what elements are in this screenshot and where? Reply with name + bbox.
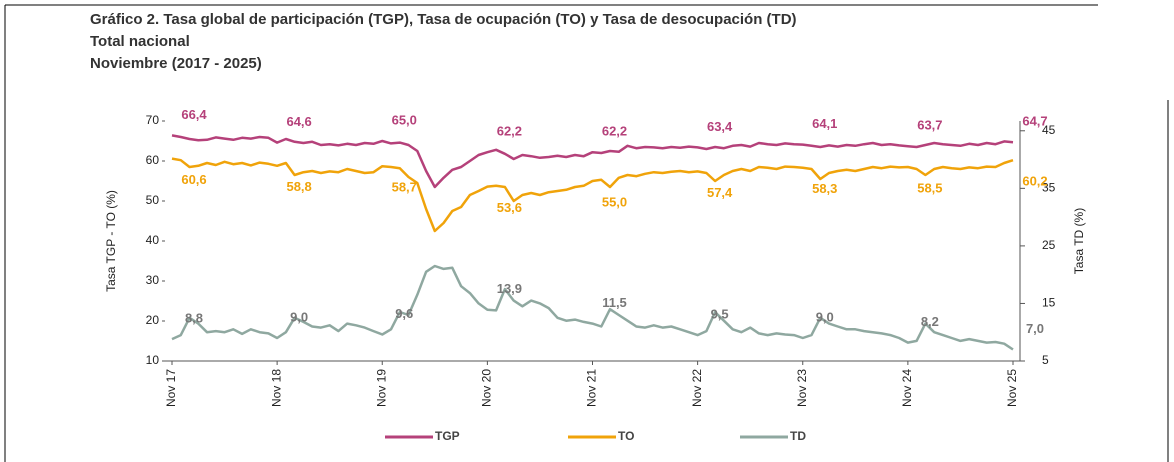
chart-subtitle: Noviembre (2017 - 2025) — [90, 55, 262, 72]
x-tick-label: Nov 24 — [900, 369, 914, 407]
y-tick-label: 40 — [146, 233, 160, 247]
x-tick-label: Nov 17 — [164, 369, 178, 407]
y-tick-label: 60 — [146, 153, 160, 167]
data-label: 9,0 — [816, 309, 834, 324]
y-tick-label: 20 — [146, 313, 160, 327]
series-line — [171, 134, 1014, 189]
y2-tick-label: 25 — [1042, 238, 1056, 252]
x-tick-label: Nov 21 — [585, 369, 599, 407]
y2-tick-label: 5 — [1042, 353, 1049, 367]
y2-tick-label: 35 — [1042, 181, 1056, 195]
data-label: 60,2 — [1022, 174, 1047, 189]
data-label: 64,1 — [812, 116, 837, 131]
x-tick-label: Nov 23 — [795, 369, 809, 407]
x-tick-label: Nov 18 — [269, 369, 283, 407]
data-label: 11,5 — [602, 295, 627, 310]
data-label: 58,5 — [917, 180, 942, 195]
data-label: 64,6 — [286, 114, 311, 129]
data-label: 53,6 — [497, 200, 522, 215]
data-label: 66,4 — [181, 107, 207, 122]
chart-title: Gráfico 2. Tasa global de participación … — [90, 11, 797, 28]
series-line — [171, 157, 1014, 233]
data-label: 55,0 — [602, 194, 627, 209]
x-tick-label: Nov 22 — [690, 369, 704, 407]
data-label: 58,3 — [812, 181, 837, 196]
y-tick-label: 10 — [146, 353, 160, 367]
legend-label: TO — [618, 429, 634, 443]
x-tick-label: Nov 20 — [480, 369, 494, 407]
data-label: 9,0 — [290, 309, 308, 324]
x-tick-label: Nov 19 — [374, 369, 388, 407]
data-label: 7,0 — [1026, 321, 1044, 336]
data-label: 8,2 — [921, 314, 939, 329]
y-tick-label: 30 — [146, 273, 160, 287]
legend-label: TGP — [435, 429, 460, 443]
data-label: 65,0 — [392, 112, 417, 127]
y-tick-label: 70 — [146, 113, 160, 127]
chart-subtitle: Total nacional — [90, 33, 190, 50]
y2-axis-label: Tasa TD (%) — [1072, 208, 1086, 274]
data-label: 8,8 — [185, 311, 203, 326]
data-label: 63,4 — [707, 119, 733, 134]
data-label: 57,4 — [707, 185, 733, 200]
data-label: 9,5 — [711, 307, 729, 322]
data-label: 58,8 — [286, 179, 311, 194]
series-line — [171, 264, 1014, 351]
data-label: 9,6 — [395, 306, 413, 321]
x-tick-label: Nov 25 — [1005, 369, 1019, 407]
y2-tick-label: 15 — [1042, 296, 1056, 310]
data-label: 60,6 — [181, 172, 206, 187]
data-label: 13,9 — [497, 281, 522, 296]
data-label: 62,2 — [602, 124, 627, 139]
data-label: 64,7 — [1022, 114, 1047, 129]
data-label: 62,2 — [497, 124, 522, 139]
y-axis-label: Tasa TGP - TO (%) — [104, 190, 118, 292]
data-label: 58,7 — [392, 180, 417, 195]
y-tick-label: 50 — [146, 193, 160, 207]
legend-label: TD — [790, 429, 806, 443]
data-label: 63,7 — [917, 118, 942, 133]
y2-tick-label: 45 — [1042, 123, 1056, 137]
